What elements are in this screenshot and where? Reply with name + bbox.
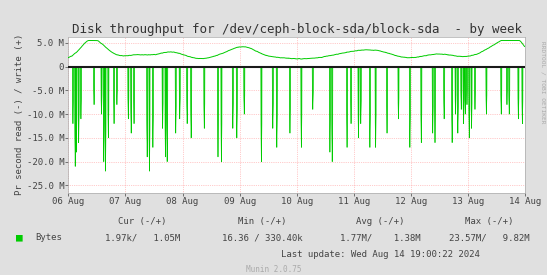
Text: 1.77M/    1.38M: 1.77M/ 1.38M	[340, 233, 421, 242]
Text: 23.57M/   9.82M: 23.57M/ 9.82M	[449, 233, 530, 242]
Y-axis label: Pr second read (-) / write (+): Pr second read (-) / write (+)	[15, 34, 24, 196]
Text: Min (-/+): Min (-/+)	[238, 217, 287, 226]
Text: 1.97k/   1.05M: 1.97k/ 1.05M	[104, 233, 180, 242]
Text: Cur (-/+): Cur (-/+)	[118, 217, 166, 226]
Text: Avg (-/+): Avg (-/+)	[356, 217, 404, 226]
Text: Munin 2.0.75: Munin 2.0.75	[246, 265, 301, 274]
Text: Max (-/+): Max (-/+)	[465, 217, 514, 226]
Text: RRDTOOL / TOBI OETIKER: RRDTOOL / TOBI OETIKER	[541, 41, 546, 124]
Title: Disk throughput for /dev/ceph-block-sda/block-sda  - by week: Disk throughput for /dev/ceph-block-sda/…	[72, 23, 522, 36]
Text: Last update: Wed Aug 14 19:00:22 2024: Last update: Wed Aug 14 19:00:22 2024	[281, 250, 480, 259]
Text: 16.36 / 330.40k: 16.36 / 330.40k	[222, 233, 303, 242]
Text: Bytes: Bytes	[36, 233, 62, 242]
Text: ■: ■	[16, 233, 23, 243]
